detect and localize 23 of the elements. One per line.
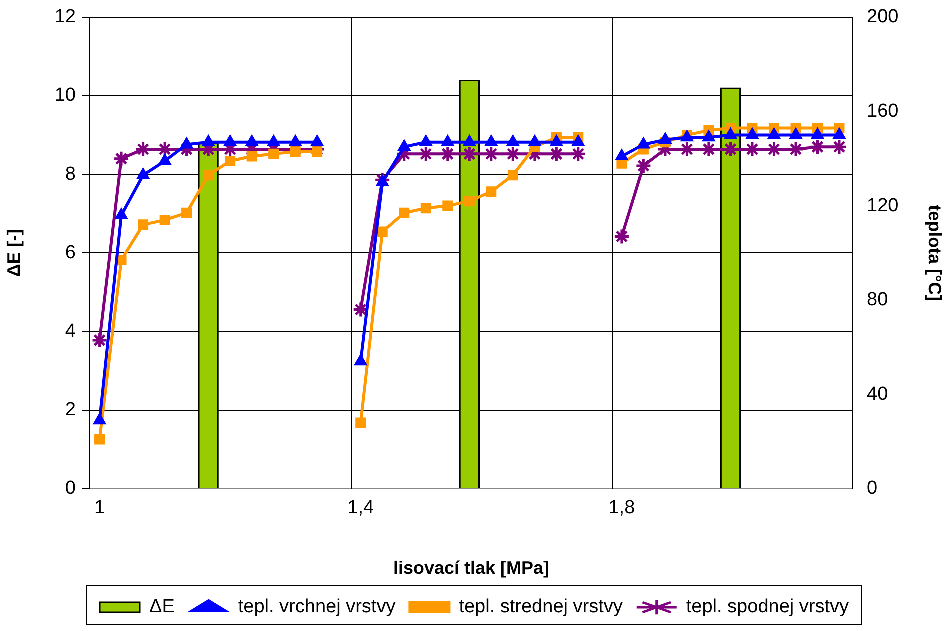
y-tick-label: 8 <box>65 164 76 185</box>
y2-tick-label: 80 <box>867 290 888 311</box>
x-tick-label: 1,8 <box>608 498 636 519</box>
x-tick-label: 1,4 <box>348 498 375 519</box>
y-tick-label: 2 <box>65 400 76 421</box>
y-axis-title: ΔE [-] <box>4 229 24 278</box>
y-tick-label: 0 <box>65 478 76 500</box>
y-tick-label: 6 <box>65 242 76 264</box>
y-tick-label: 12 <box>54 6 76 28</box>
legend-label: tepl. spodnej vrstvy <box>686 596 850 618</box>
y-tick-label: 10 <box>54 85 76 106</box>
y2-tick-label: 40 <box>867 384 888 405</box>
y2-tick-label: 0 <box>867 478 878 500</box>
legend-label: tepl. strednej vrstvy <box>459 596 624 618</box>
x-axis-title: lisovací tlak [MPa] <box>393 558 550 578</box>
x-tick-label: 1 <box>94 498 106 519</box>
legend-label: ΔE <box>150 596 175 618</box>
legend-label: tepl. vrchnej vrstvy <box>238 596 396 618</box>
y-tick-label: 4 <box>65 321 76 342</box>
y2-tick-label: 120 <box>867 195 899 216</box>
y2-axis-title: teplota [°C] <box>925 205 946 302</box>
y2-tick-label: 200 <box>867 6 899 28</box>
y2-tick-label: 160 <box>867 100 899 122</box>
